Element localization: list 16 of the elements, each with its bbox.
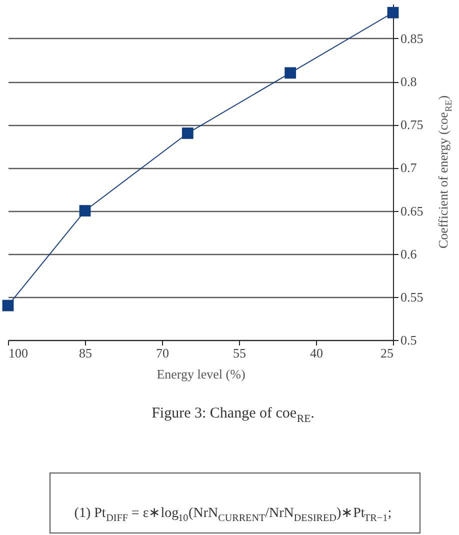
y-tick-label: 0.85 [400,30,424,46]
x-axis-title: Energy level (%) [156,366,246,382]
y-tick-label: 0.75 [400,117,424,132]
x-tick-label: 55 [233,346,246,360]
y-tick-label: 0.5 [400,332,417,348]
x-tick-label: 70 [156,346,169,360]
x-tick-label: 100 [8,346,28,360]
y-tick-label: 0.7 [400,160,418,176]
y-tick-label: 0.65 [400,203,424,218]
y-axis-title: Coefficient of energy (coeRE) [436,95,454,249]
y-tick-label: 0.6 [400,246,418,262]
x-tick-label: 85 [79,346,92,360]
x-tick-label: 40 [310,346,323,360]
y-tick-label: 0.8 [400,74,417,90]
y-tick-label: 0.55 [400,289,424,304]
x-tick-label: 25 [380,346,394,360]
